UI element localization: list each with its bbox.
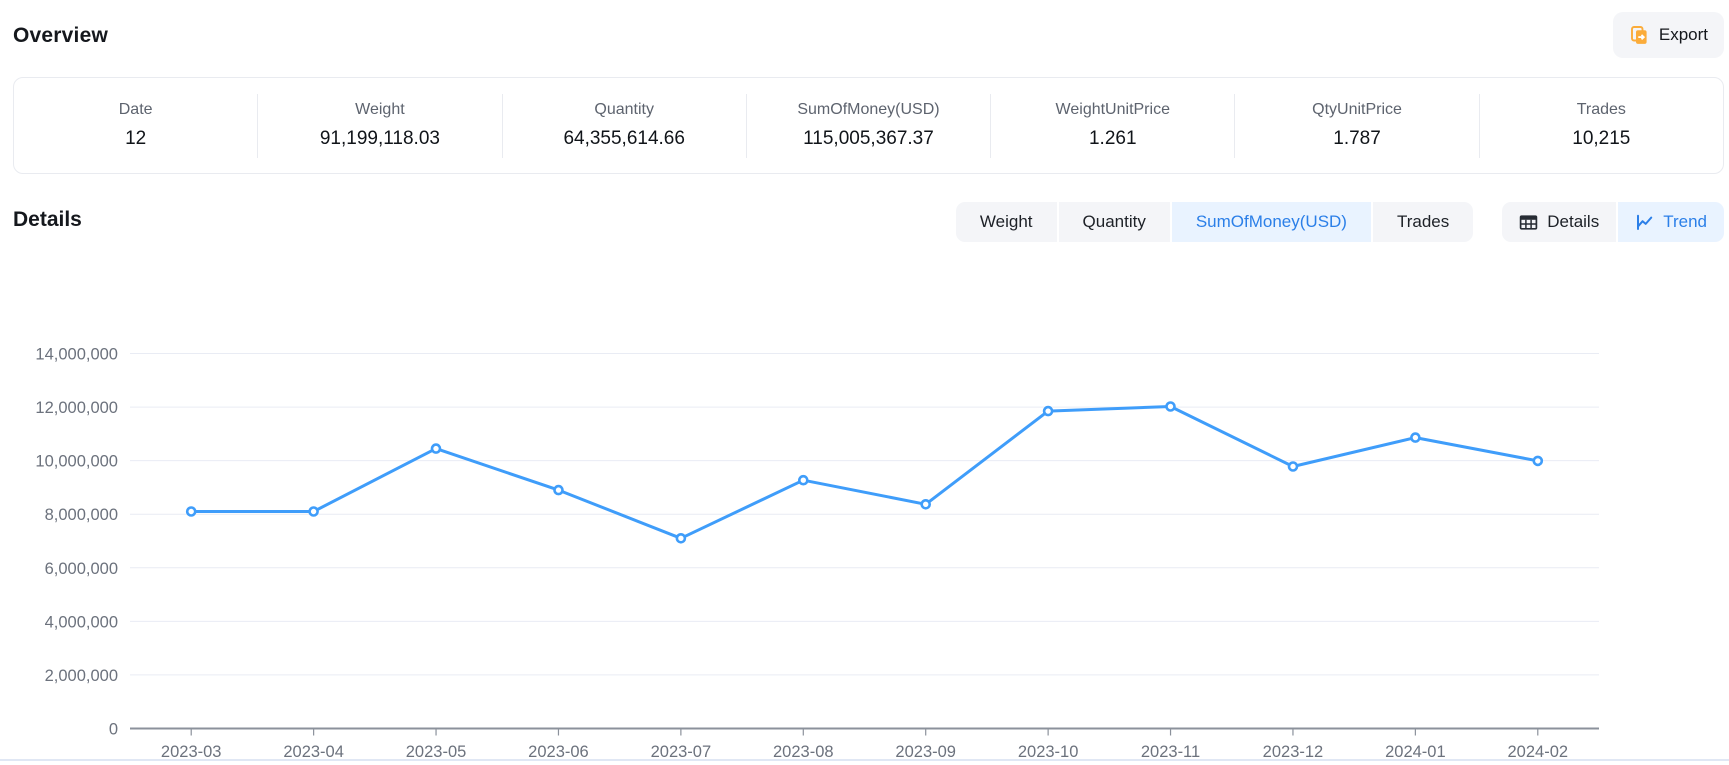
export-button-label: Export (1658, 25, 1708, 44)
export-button[interactable]: Export (1612, 12, 1724, 58)
stat-divider (1478, 93, 1480, 158)
tab-label: SumOfMoney(USD) (1195, 212, 1347, 231)
tab-label: Trades (1396, 212, 1450, 231)
stat-value: 1.261 (1088, 128, 1137, 149)
metric-tabs: Weight Quantity SumOfMoney(USD) Trades (955, 202, 1474, 242)
stat-weight: Weight 91,199,118.03 (258, 101, 501, 150)
svg-text:14,000,000: 14,000,000 (35, 346, 118, 364)
stat-value: 115,005,367.37 (803, 128, 934, 149)
section-title-details: Details (13, 208, 82, 231)
svg-text:2023-12: 2023-12 (1263, 743, 1324, 761)
view-tabs: Details Trend (1502, 202, 1724, 242)
export-icon (1629, 25, 1650, 46)
stat-label: QtyUnitPrice (1312, 101, 1402, 118)
tab-trades[interactable]: Trades (1372, 202, 1474, 242)
tab-details-view[interactable]: Details (1502, 202, 1617, 242)
stat-label: Date (118, 101, 153, 118)
svg-text:6,000,000: 6,000,000 (45, 560, 118, 578)
overview-stats-card: Date 12 Weight 91,199,118.03 Quantity 64… (13, 77, 1724, 174)
stat-sum-of-money: SumOfMoney(USD) 115,005,367.37 (747, 101, 990, 150)
trend-chart-area: 0 2,000,000 4,000,000 6,000,000 8,000,000 10,… (0, 290, 1729, 765)
svg-text:2023-10: 2023-10 (1018, 743, 1079, 761)
details-controls: Weight Quantity SumOfMoney(USD) Trades (955, 202, 1724, 242)
stat-label: Quantity (594, 101, 654, 118)
svg-text:2024-01: 2024-01 (1385, 743, 1446, 761)
stat-divider (257, 93, 259, 158)
svg-text:10,000,000: 10,000,000 (35, 453, 118, 471)
trend-icon (1635, 213, 1654, 232)
tab-quantity[interactable]: Quantity (1058, 202, 1170, 242)
page-title: Overview (13, 24, 108, 47)
stat-divider (1234, 93, 1236, 158)
tab-sum-of-money[interactable]: SumOfMoney(USD) (1171, 202, 1371, 242)
svg-text:2,000,000: 2,000,000 (45, 667, 118, 685)
svg-text:2023-09: 2023-09 (895, 743, 956, 761)
svg-text:0: 0 (109, 721, 118, 739)
stat-value: 10,215 (1572, 128, 1631, 149)
svg-text:12,000,000: 12,000,000 (35, 399, 118, 417)
svg-text:8,000,000: 8,000,000 (45, 506, 118, 524)
stat-date: Date 12 (14, 101, 257, 150)
tab-label: Weight (979, 212, 1033, 231)
trend-line-chart: 0 2,000,000 4,000,000 6,000,000 8,000,000 10,… (35, 346, 1599, 761)
tab-label: Trend (1663, 212, 1707, 231)
stat-trades: Trades 10,215 (1480, 101, 1723, 150)
svg-text:2023-04: 2023-04 (283, 743, 344, 761)
svg-text:4,000,000: 4,000,000 (45, 613, 118, 631)
svg-text:2023-05: 2023-05 (406, 743, 467, 761)
stat-label: Trades (1576, 101, 1626, 118)
stat-divider (501, 93, 503, 158)
svg-text:2024-02: 2024-02 (1508, 743, 1569, 761)
stat-label: WeightUnitPrice (1055, 101, 1170, 118)
tab-weight[interactable]: Weight (955, 202, 1057, 242)
tab-label: Details (1547, 212, 1600, 231)
stat-weight-unit-price: WeightUnitPrice 1.261 (991, 101, 1234, 150)
stat-qty-unit-price: QtyUnitPrice 1.787 (1235, 101, 1478, 150)
stat-divider (990, 93, 992, 158)
svg-text:2023-07: 2023-07 (651, 743, 712, 761)
tab-trend-view[interactable]: Trend (1618, 202, 1724, 242)
svg-text:2023-11: 2023-11 (1141, 743, 1200, 761)
stat-quantity: Quantity 64,355,614.66 (503, 101, 746, 150)
table-icon (1519, 213, 1538, 232)
stat-value: 12 (125, 128, 147, 149)
stat-divider (745, 93, 747, 158)
svg-text:2023-03: 2023-03 (161, 743, 222, 761)
stat-value: 91,199,118.03 (319, 128, 440, 149)
tab-label: Quantity (1082, 212, 1146, 231)
stat-label: SumOfMoney(USD) (797, 101, 940, 118)
stat-value: 64,355,614.66 (563, 128, 685, 149)
stat-value: 1.787 (1333, 128, 1381, 149)
svg-text:2023-06: 2023-06 (528, 743, 589, 761)
stat-label: Weight (355, 101, 405, 118)
section-divider (0, 759, 1729, 761)
details-header-row: Details Weight Quantity SumOfMoney(USD) … (13, 196, 1724, 244)
svg-text:2023-08: 2023-08 (773, 743, 834, 761)
